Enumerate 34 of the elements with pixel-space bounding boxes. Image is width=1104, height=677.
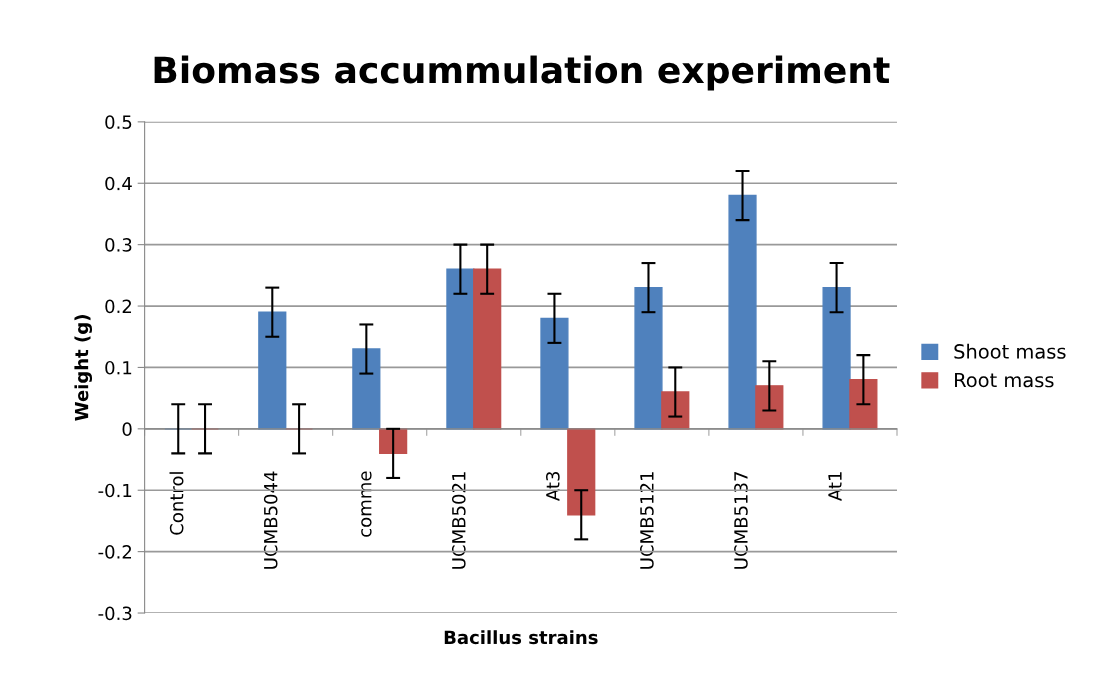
x-tick-label: At1 [828,472,842,501]
bar [258,311,287,430]
bar [822,286,851,430]
x-tick-label: UCMB5021 [451,472,466,569]
x-tick-label: UCMB5121 [640,472,654,569]
y-axis-title: Weight (g) [74,315,93,421]
y-tick-label: 0.3 [105,238,132,252]
x-axis-title: Bacillus strains [444,630,598,645]
y-tick-label: 0 [122,422,132,436]
bar [849,379,878,430]
y-tick-label: 0.1 [105,360,132,375]
chart-title: Biomass accummulation experiment [154,55,890,91]
y-tick-label: 0.5 [105,115,132,129]
legend-label: Root mass [955,372,1054,388]
bar [661,391,690,430]
x-tick-label: UCMB5044 [263,471,278,569]
y-tick-label: -0.2 [98,545,132,559]
legend-label: Shoot mass [954,343,1066,359]
y-tick-label: -0.1 [98,483,132,498]
x-tick-label: Control [169,472,184,535]
bar [567,428,596,516]
y-tick-label: 0.2 [105,299,132,314]
bar [755,385,784,430]
y-tick-label: -0.3 [98,606,132,621]
bar [446,268,475,430]
bar [473,268,502,430]
y-tick-label: 0.4 [105,176,132,191]
x-tick-label: At3 [546,471,560,501]
x-tick-label: UCMB5137 [734,472,748,569]
x-tick-label: comme [361,471,372,537]
bar [728,194,757,430]
bar [352,348,381,430]
bar [540,317,569,430]
bar [634,286,663,430]
